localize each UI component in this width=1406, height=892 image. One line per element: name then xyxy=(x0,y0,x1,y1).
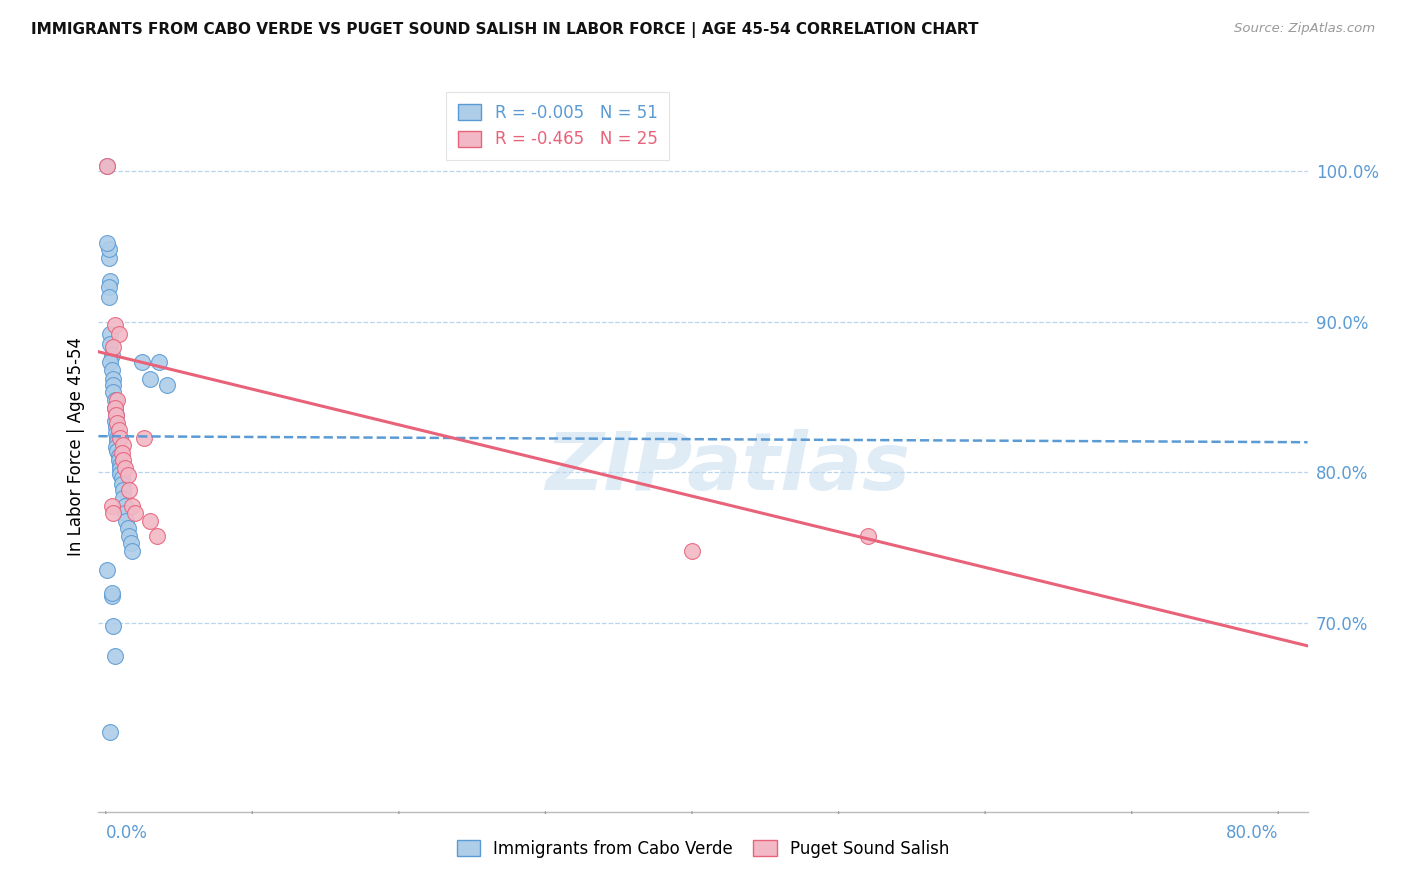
Point xyxy=(114,499,136,513)
Point xyxy=(97,290,120,304)
Point xyxy=(103,401,125,415)
Point xyxy=(146,529,169,543)
Text: 0.0%: 0.0% xyxy=(105,824,148,842)
Point xyxy=(110,462,132,476)
Point xyxy=(115,514,138,528)
Point xyxy=(101,378,124,392)
Point xyxy=(112,483,135,498)
Point xyxy=(98,337,121,351)
Point xyxy=(856,529,879,543)
Point xyxy=(97,252,120,266)
Point xyxy=(112,438,135,452)
Point xyxy=(132,431,155,445)
Point xyxy=(131,355,153,369)
Point xyxy=(96,236,118,251)
Point xyxy=(98,355,121,369)
Point xyxy=(100,363,122,377)
Point xyxy=(103,318,125,332)
Point xyxy=(103,401,125,415)
Point xyxy=(114,506,136,520)
Point xyxy=(101,340,124,354)
Point xyxy=(105,408,128,422)
Point xyxy=(107,444,129,458)
Point xyxy=(112,491,135,505)
Point xyxy=(111,471,134,485)
Point xyxy=(138,372,160,386)
Point xyxy=(100,499,122,513)
Point xyxy=(108,449,131,463)
Point xyxy=(97,242,120,256)
Point xyxy=(120,536,142,550)
Point xyxy=(118,529,141,543)
Point xyxy=(112,453,135,467)
Point xyxy=(148,355,170,369)
Text: ZIPatlas: ZIPatlas xyxy=(544,429,910,507)
Point xyxy=(103,649,125,664)
Point xyxy=(111,477,134,491)
Point xyxy=(117,521,139,535)
Point xyxy=(110,467,132,481)
Point xyxy=(105,408,128,422)
Point xyxy=(100,586,122,600)
Y-axis label: In Labor Force | Age 45-54: In Labor Force | Age 45-54 xyxy=(66,336,84,556)
Point xyxy=(98,274,121,288)
Point xyxy=(100,589,122,603)
Point xyxy=(107,392,129,407)
Point xyxy=(101,385,124,400)
Point xyxy=(101,372,124,386)
Legend: R = -0.005   N = 51, R = -0.465   N = 25: R = -0.005 N = 51, R = -0.465 N = 25 xyxy=(447,92,669,160)
Point xyxy=(107,431,129,445)
Point xyxy=(121,499,143,513)
Text: Source: ZipAtlas.com: Source: ZipAtlas.com xyxy=(1234,22,1375,36)
Legend: Immigrants from Cabo Verde, Puget Sound Salish: Immigrants from Cabo Verde, Puget Sound … xyxy=(447,830,959,868)
Point xyxy=(96,159,118,173)
Point xyxy=(103,392,125,407)
Point xyxy=(117,468,139,483)
Point xyxy=(96,563,118,577)
Point xyxy=(105,440,128,454)
Point xyxy=(97,280,120,294)
Point xyxy=(108,453,131,467)
Point xyxy=(103,414,125,428)
Point xyxy=(108,423,131,437)
Point xyxy=(98,326,121,341)
Text: IMMIGRANTS FROM CABO VERDE VS PUGET SOUND SALISH IN LABOR FORCE | AGE 45-54 CORR: IMMIGRANTS FROM CABO VERDE VS PUGET SOUN… xyxy=(31,22,979,38)
Point xyxy=(100,348,122,362)
Point xyxy=(101,619,124,633)
Point xyxy=(107,416,129,430)
Point xyxy=(111,446,134,460)
Point xyxy=(105,426,128,441)
Point xyxy=(681,544,703,558)
Point xyxy=(114,461,136,475)
Point xyxy=(138,514,160,528)
Point xyxy=(121,544,143,558)
Point xyxy=(96,159,118,173)
Point xyxy=(107,435,129,450)
Point xyxy=(101,506,124,520)
Point xyxy=(156,378,179,392)
Text: 80.0%: 80.0% xyxy=(1226,824,1278,842)
Point xyxy=(108,326,131,341)
Point xyxy=(118,483,141,498)
Point xyxy=(110,458,132,472)
Point xyxy=(98,724,121,739)
Point xyxy=(124,506,146,520)
Point xyxy=(110,431,132,445)
Point xyxy=(105,420,128,434)
